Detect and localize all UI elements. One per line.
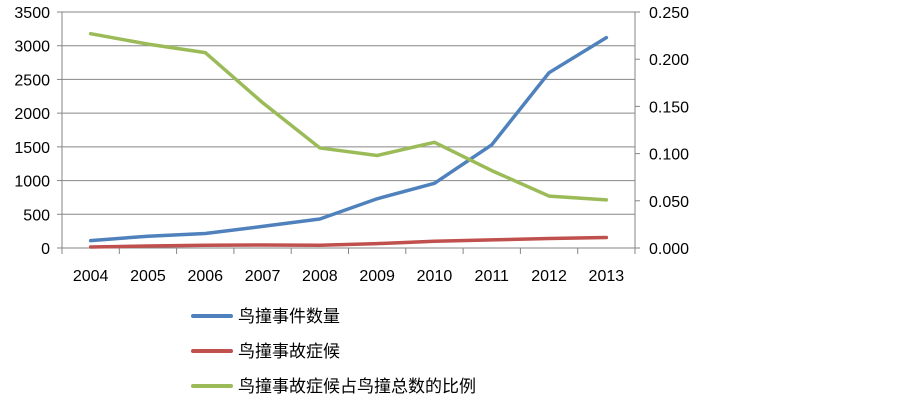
x-tick-label: 2004 [73,268,109,285]
y-left-tick-label: 1000 [14,174,50,191]
legend-label-2: 鸟撞事故症候 [238,342,340,362]
legend-label-1: 鸟撞事件数量 [238,307,340,327]
x-tick-label: 2005 [130,268,166,285]
y-left-tick-label: 500 [23,207,50,224]
y-right-tick-label: 0.250 [649,5,689,22]
y-right-tick-label: 0.100 [649,147,689,164]
x-tick-label: 2007 [245,268,281,285]
tick-labels: 0 500 1000 1500 2000 2500 3000 3500 0.000 0.050 0.… [14,5,689,285]
y-right-tick-label: 0.200 [649,52,689,69]
axes [57,11,640,254]
y-left-tick-label: 0 [41,241,50,258]
y-left-tick-label: 3000 [14,39,50,56]
x-tick-label: 2006 [187,268,223,285]
y-right-tick-label: 0.050 [649,194,689,211]
series-line-1 [88,35,609,243]
y-left-tick-label: 2000 [14,106,50,123]
y-left-tick-label: 1500 [14,140,50,157]
x-tick-label: 2013 [589,268,625,285]
legend-label-3: 鸟撞事故症候占鸟撞总数的比例 [238,377,476,397]
series-lines [88,31,609,249]
y-left-tick-label: 2500 [14,72,50,89]
y-left-tick-label: 3500 [14,5,50,22]
y-right-tick-label: 0.150 [649,99,689,116]
series-line-3 [88,31,609,202]
x-tick-label: 2012 [531,268,567,285]
y-right-tick-label: 0.000 [649,241,689,258]
x-tick-label: 2008 [302,268,338,285]
x-tick-label: 2010 [417,268,453,285]
series-line-2 [88,235,609,249]
x-tick-label: 2011 [475,268,510,285]
x-tick-label: 2009 [359,268,395,285]
